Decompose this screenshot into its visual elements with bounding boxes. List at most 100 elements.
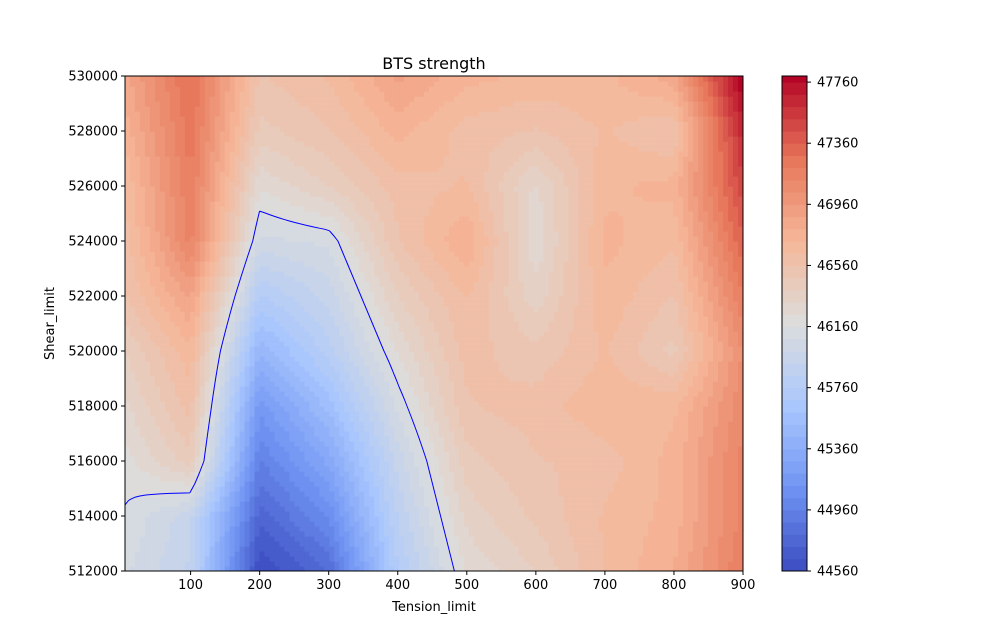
- heatmap-cell: [658, 546, 664, 552]
- heatmap-cell: [618, 531, 624, 537]
- heatmap-cell: [249, 546, 256, 552]
- heatmap-cell: [264, 371, 271, 377]
- heatmap-cell: [339, 541, 345, 547]
- heatmap-cell: [603, 541, 610, 547]
- heatmap-cell: [648, 526, 654, 532]
- heatmap-cell: [364, 561, 370, 567]
- heatmap-cell: [578, 521, 585, 527]
- heatmap-cell: [434, 461, 440, 467]
- heatmap-cell: [573, 466, 580, 472]
- heatmap-cell: [668, 506, 674, 512]
- heatmap-cell: [698, 531, 704, 537]
- heatmap-cell: [339, 476, 345, 482]
- heatmap-cell: [703, 561, 709, 567]
- heatmap-cell: [279, 491, 286, 497]
- heatmap-cell: [164, 511, 171, 517]
- heatmap-cell: [184, 476, 191, 482]
- heatmap-cell: [708, 401, 714, 407]
- heatmap-cell: [329, 431, 335, 437]
- heatmap-cell: [159, 486, 166, 492]
- heatmap-cell: [558, 436, 565, 442]
- heatmap-cell: [563, 471, 570, 477]
- heatmap-cell: [219, 496, 226, 502]
- heatmap-cell: [284, 391, 291, 397]
- heatmap-cell: [249, 451, 256, 457]
- heatmap-cell: [419, 521, 425, 527]
- heatmap-cell: [214, 501, 221, 507]
- heatmap-cell: [538, 521, 545, 527]
- heatmap-cell: [304, 541, 310, 547]
- heatmap-cell: [184, 376, 191, 382]
- heatmap-cell: [553, 561, 560, 567]
- heatmap-cell: [733, 426, 739, 432]
- heatmap-cell: [209, 381, 216, 387]
- heatmap-cell: [384, 466, 390, 472]
- heatmap-cell: [678, 396, 684, 402]
- heatmap-cell: [603, 466, 610, 472]
- heatmap-cell: [209, 481, 216, 487]
- heatmap-cell: [339, 566, 345, 571]
- heatmap-cell: [164, 516, 171, 522]
- heatmap-cell: [633, 416, 639, 422]
- heatmap-cell: [169, 541, 176, 547]
- heatmap-cell: [478, 391, 485, 397]
- heatmap-cell: [733, 491, 739, 497]
- heatmap-cell: [618, 536, 624, 542]
- heatmap-cell: [154, 386, 161, 392]
- heatmap-cell: [374, 521, 380, 527]
- heatmap-cell: [673, 501, 679, 507]
- heatmap-cell: [229, 426, 236, 432]
- heatmap-cell: [249, 371, 256, 377]
- heatmap-cell: [623, 376, 629, 382]
- heatmap-cell: [568, 481, 575, 487]
- heatmap-cell: [179, 496, 186, 502]
- heatmap-cell: [319, 531, 325, 537]
- heatmap-cell: [204, 391, 211, 397]
- heatmap-cell: [184, 491, 191, 497]
- heatmap-cell: [389, 401, 395, 407]
- heatmap-cell: [359, 386, 365, 392]
- heatmap-cell: [424, 391, 430, 397]
- heatmap-cell: [588, 501, 595, 507]
- heatmap-cell: [618, 481, 624, 487]
- heatmap-cell: [443, 456, 450, 462]
- heatmap-cell: [359, 406, 365, 412]
- heatmap-cell: [219, 526, 226, 532]
- heatmap-cell: [493, 456, 500, 462]
- heatmap-cell: [149, 561, 156, 567]
- heatmap-cell: [244, 406, 251, 412]
- heatmap-cell: [688, 431, 694, 437]
- heatmap-cell: [593, 396, 600, 402]
- heatmap-cell: [668, 566, 674, 571]
- heatmap-cell: [603, 501, 610, 507]
- heatmap-cell: [409, 431, 415, 437]
- heatmap-cell: [488, 461, 495, 467]
- heatmap-cell: [414, 541, 420, 547]
- heatmap-cell: [264, 446, 271, 452]
- heatmap-cell: [149, 426, 156, 432]
- heatmap-cell: [553, 566, 560, 571]
- heatmap-cell: [528, 461, 535, 467]
- heatmap-cell: [349, 501, 355, 507]
- heatmap-cell: [154, 461, 161, 467]
- heatmap-cell: [274, 486, 281, 492]
- heatmap-cell: [723, 396, 729, 402]
- heatmap-cell: [214, 416, 221, 422]
- heatmap-cell: [309, 416, 315, 422]
- heatmap-cell: [623, 386, 629, 392]
- heatmap-cell: [738, 516, 743, 522]
- heatmap-cell: [359, 401, 365, 407]
- heatmap-cell: [304, 511, 310, 517]
- heatmap-cell: [329, 446, 335, 452]
- heatmap-cell: [364, 406, 370, 412]
- heatmap-cell: [399, 501, 405, 507]
- heatmap-cell: [738, 556, 743, 562]
- heatmap-cell: [478, 471, 485, 477]
- heatmap-cell: [189, 526, 196, 532]
- heatmap-cell: [688, 471, 694, 477]
- heatmap-cell: [598, 391, 605, 397]
- heatmap-cell: [234, 391, 241, 397]
- heatmap-cell: [239, 546, 246, 552]
- heatmap-cell: [483, 386, 490, 392]
- heatmap-cell: [523, 566, 530, 571]
